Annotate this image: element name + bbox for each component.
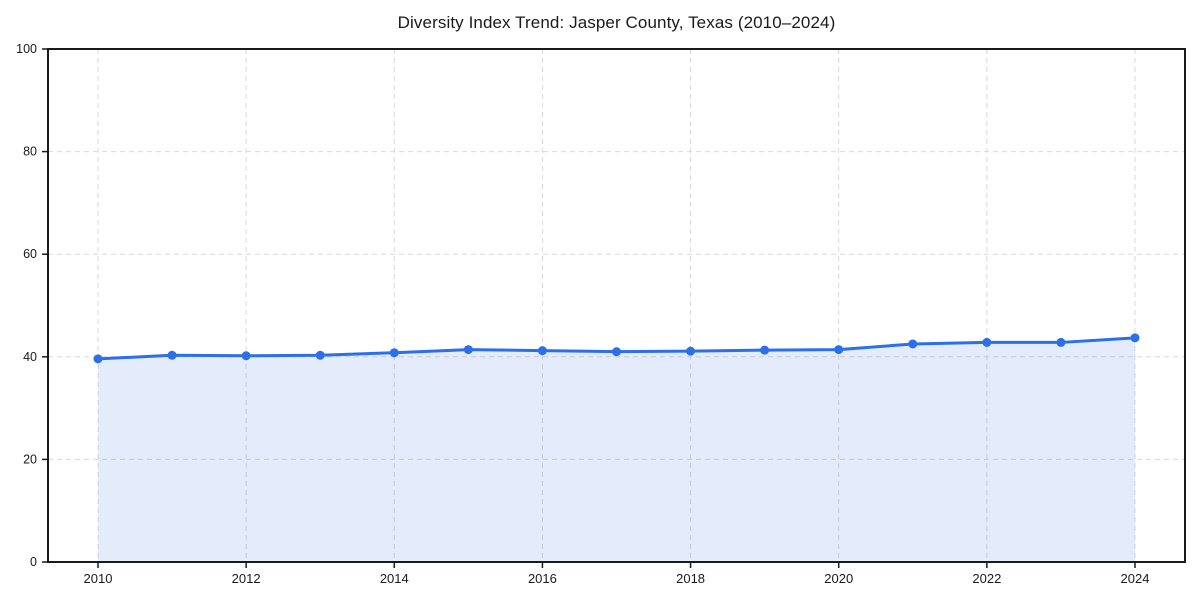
y-tick-label-80: 80 [23, 145, 37, 159]
data-point-2020 [834, 345, 844, 355]
data-point-2017 [612, 347, 621, 357]
x-tick-label-2010: 2010 [84, 571, 113, 586]
data-point-2019 [760, 345, 770, 355]
x-tick-label-2024: 2024 [1121, 571, 1150, 586]
data-point-2010 [93, 354, 103, 364]
chart-title: Diversity Index Trend: Jasper County, Te… [397, 13, 836, 32]
y-tick-label-0: 0 [30, 555, 37, 569]
data-point-2024 [1130, 333, 1140, 343]
x-tick-label-2012: 2012 [232, 571, 261, 586]
data-point-2023 [1056, 337, 1066, 347]
data-point-2015 [463, 345, 473, 355]
x-tick-label-2014: 2014 [380, 571, 409, 586]
data-point-2013 [315, 350, 325, 360]
data-point-2022 [982, 337, 992, 347]
data-point-2021 [908, 339, 918, 349]
data-point-2018 [686, 346, 696, 356]
area-fill [98, 337, 1135, 562]
data-point-2014 [389, 348, 399, 358]
y-tick-label-60: 60 [23, 247, 37, 261]
data-point-2016 [537, 346, 547, 356]
y-tick-label-100: 100 [16, 42, 37, 56]
y-tick-label-20: 20 [23, 452, 37, 466]
x-tick-label-2018: 2018 [676, 571, 705, 586]
x-tick-label-2016: 2016 [528, 571, 557, 586]
plot-frame [47, 48, 1186, 563]
x-tick-label-2022: 2022 [972, 571, 1001, 586]
y-tick-label-40: 40 [23, 350, 37, 364]
data-point-2011 [167, 350, 177, 360]
x-tick-label-2020: 2020 [824, 571, 853, 586]
data-point-2012 [241, 351, 251, 361]
